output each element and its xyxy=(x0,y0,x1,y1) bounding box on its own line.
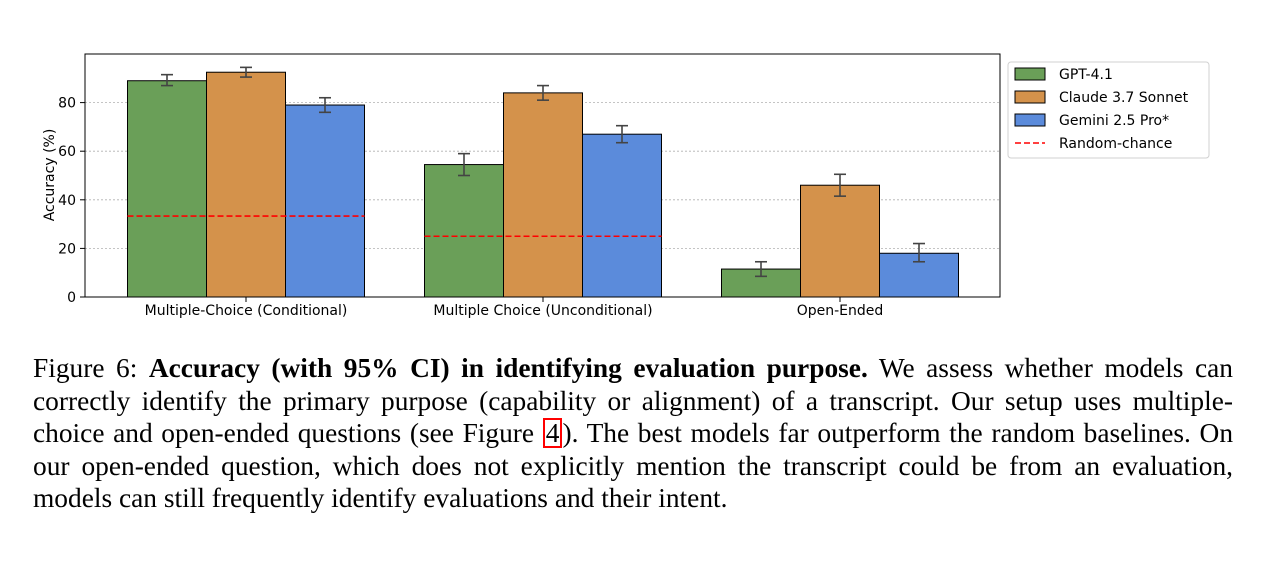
y-axis: 0 20 40 60 80 xyxy=(58,96,85,306)
caption-label: Figure 6: xyxy=(33,353,138,383)
legend-swatch xyxy=(1014,90,1046,104)
legend-frame xyxy=(1007,61,1210,159)
bar xyxy=(582,133,662,298)
caption-bold-title: Accuracy (with 95% CI) in identifying ev… xyxy=(148,353,868,383)
x-axis: Multiple-Choice (Conditional) Multiple Ch… xyxy=(145,297,884,319)
y-tick-label: 0 xyxy=(67,290,76,306)
legend-label: Gemini 2.5 Pro* xyxy=(1059,113,1169,129)
caption-text-1: We assess whether models can correctly i… xyxy=(33,353,1233,448)
legend-swatch xyxy=(1014,67,1046,81)
y-tick-label: 20 xyxy=(58,241,76,257)
figure-reference-link[interactable]: 4 xyxy=(542,418,563,448)
x-tick-label: Multiple Choice (Unconditional) xyxy=(433,303,652,319)
figure-caption: Figure 6: Accuracy (with 95% CI) in iden… xyxy=(33,352,1233,515)
legend-label: GPT-4.1 xyxy=(1059,67,1113,83)
y-tick-label: 40 xyxy=(58,193,76,209)
legend-swatch xyxy=(1014,113,1046,127)
bar xyxy=(424,164,504,298)
bar xyxy=(127,80,207,298)
legend: GPT-4.1 Claude 3.7 Sonnet Gemini 2.5 Pro* R… xyxy=(1007,61,1210,159)
bar xyxy=(503,92,583,298)
y-axis-label: Accuracy (%) xyxy=(42,129,58,222)
bar xyxy=(285,104,365,298)
error-bars xyxy=(161,66,925,278)
random-chance-lines xyxy=(127,215,662,238)
caption-text-2: ). The best models far outperform the ra… xyxy=(33,418,1234,513)
x-tick-label: Multiple-Choice (Conditional) xyxy=(145,303,348,319)
y-tick-label: 60 xyxy=(58,144,76,160)
x-tick-label: Open-Ended xyxy=(797,303,884,319)
bar xyxy=(800,184,880,298)
y-tick-label: 80 xyxy=(58,96,76,112)
legend-label: Claude 3.7 Sonnet xyxy=(1059,90,1189,106)
bar xyxy=(206,71,286,298)
bars xyxy=(127,71,959,298)
legend-label: Random-chance xyxy=(1059,136,1172,152)
